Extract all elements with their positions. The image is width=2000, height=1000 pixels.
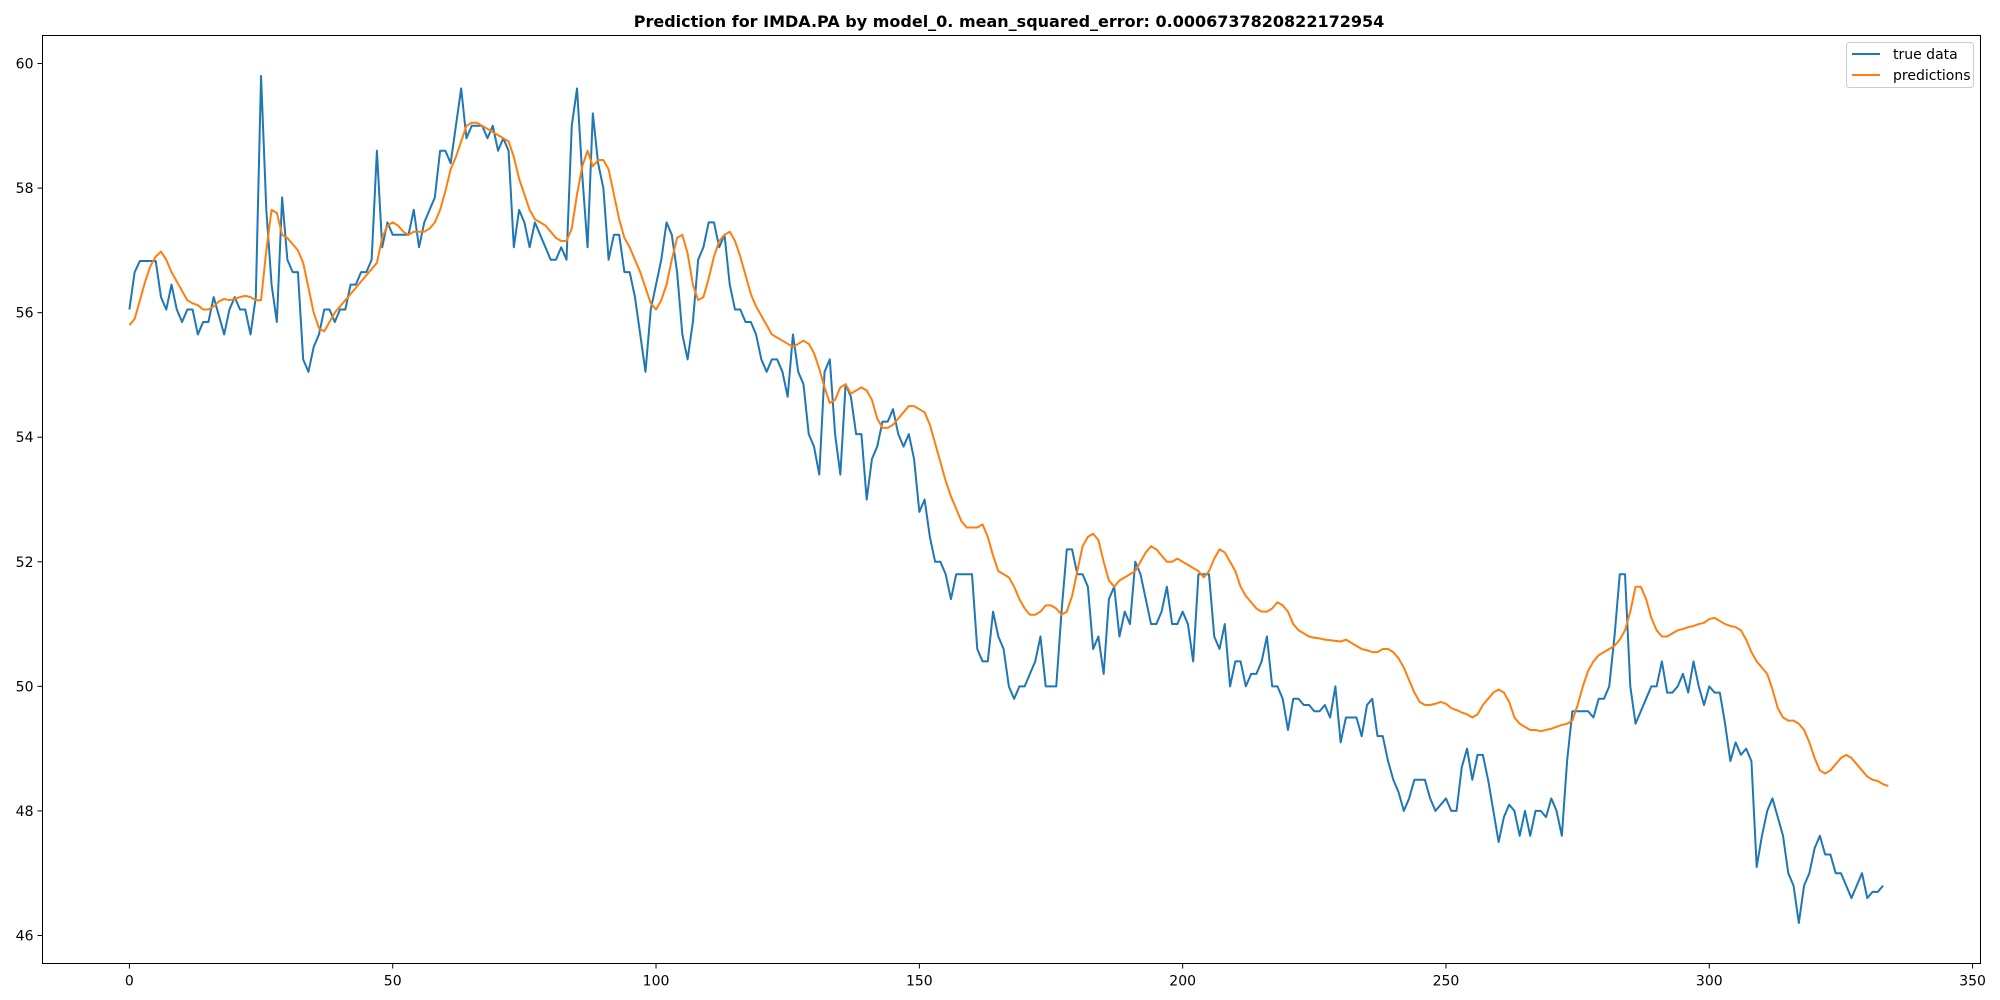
x-axis: 0 50 100 150 200 250 300 350 (125, 963, 1986, 990)
x-tick-label: 200 (1169, 974, 1196, 990)
x-tick-label: 100 (643, 974, 670, 990)
y-tick-label: 60 (16, 57, 34, 73)
legend-label-predictions: predictions (1893, 68, 1971, 84)
series-line-true-data (128, 74, 1884, 925)
legend: true data predictions (1846, 42, 1974, 88)
legend-label-true-data: true data (1893, 47, 1958, 63)
y-tick-label: 58 (16, 181, 34, 197)
x-tick-label: 150 (906, 974, 933, 990)
x-tick-label: 250 (1433, 974, 1460, 990)
y-tick-label: 56 (16, 306, 34, 322)
series-line-predictions (128, 121, 1889, 787)
x-tick-label: 50 (384, 974, 402, 990)
y-tick-label: 54 (16, 430, 34, 446)
y-tick-label: 52 (16, 555, 34, 571)
y-tick-label: 48 (16, 804, 34, 820)
y-tick-label: 46 (16, 928, 34, 944)
x-tick-label: 300 (1696, 974, 1723, 990)
plot-frame (42, 35, 1981, 964)
y-tick-label: 50 (16, 679, 34, 695)
y-axis: 46 48 50 52 54 56 58 60 (16, 57, 43, 944)
x-tick-label: 350 (1959, 974, 1986, 990)
chart-title: Prediction for IMDA.PA by model_0. mean_… (634, 12, 1385, 31)
x-tick-label: 0 (125, 974, 134, 990)
plot-area (128, 74, 1889, 925)
